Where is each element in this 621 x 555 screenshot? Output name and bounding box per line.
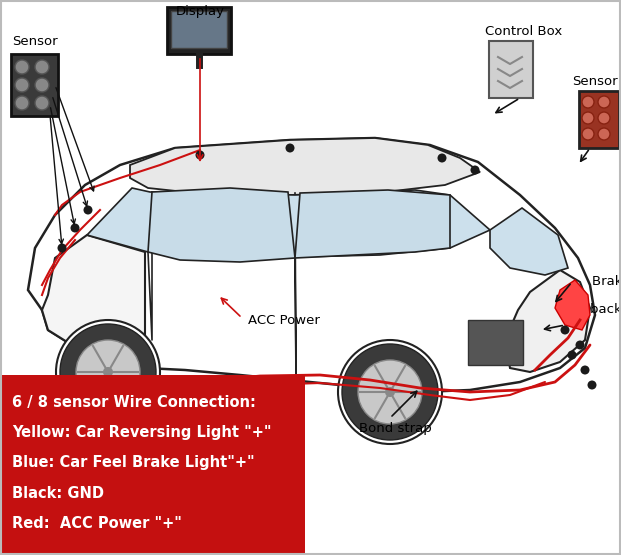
Text: Black: GND: Black: GND (12, 486, 104, 501)
FancyBboxPatch shape (11, 54, 58, 116)
Text: ACC Power: ACC Power (248, 314, 320, 326)
Polygon shape (505, 270, 590, 372)
Circle shape (35, 60, 49, 74)
Circle shape (35, 96, 49, 110)
Bar (0, 375, 305, 555)
FancyBboxPatch shape (489, 41, 533, 98)
Circle shape (598, 112, 610, 124)
Text: Red:  ACC Power "+": Red: ACC Power "+" (12, 516, 182, 531)
Circle shape (587, 381, 597, 390)
Circle shape (58, 244, 66, 253)
Text: Control Box: Control Box (485, 25, 562, 38)
Text: Sensor: Sensor (12, 35, 58, 48)
Polygon shape (87, 188, 490, 258)
Circle shape (286, 144, 294, 153)
Polygon shape (28, 138, 595, 392)
Circle shape (76, 340, 140, 404)
Polygon shape (148, 188, 295, 262)
Bar (468, 320, 523, 365)
Text: Blue: Car Feel Brake Light"+": Blue: Car Feel Brake Light"+" (12, 456, 255, 471)
Polygon shape (490, 208, 568, 275)
Text: 6 / 8 sensor Wire Connection:: 6 / 8 sensor Wire Connection: (12, 396, 256, 411)
Circle shape (385, 387, 395, 397)
Circle shape (15, 60, 29, 74)
Polygon shape (555, 280, 590, 330)
Text: Bond strap: Bond strap (358, 422, 432, 435)
Text: Brake light: Brake light (592, 275, 621, 289)
Circle shape (582, 112, 594, 124)
Circle shape (103, 367, 113, 377)
Circle shape (196, 150, 204, 159)
Circle shape (576, 341, 584, 350)
Circle shape (83, 205, 93, 214)
Circle shape (60, 324, 156, 420)
Circle shape (71, 224, 79, 233)
Circle shape (358, 360, 422, 424)
Circle shape (15, 96, 29, 110)
Polygon shape (130, 138, 480, 195)
Circle shape (56, 320, 160, 424)
Text: backup lamp: backup lamp (590, 304, 621, 316)
Circle shape (582, 96, 594, 108)
Circle shape (582, 128, 594, 140)
Circle shape (342, 344, 438, 440)
FancyBboxPatch shape (167, 7, 231, 54)
Bar (171, 11, 227, 48)
Polygon shape (42, 235, 145, 358)
Circle shape (581, 366, 589, 375)
Text: Sensor: Sensor (572, 75, 618, 88)
Text: Display: Display (176, 5, 225, 18)
Circle shape (15, 78, 29, 92)
Circle shape (598, 96, 610, 108)
Polygon shape (295, 190, 450, 258)
Circle shape (35, 78, 49, 92)
Circle shape (338, 340, 442, 444)
FancyBboxPatch shape (579, 91, 619, 148)
Circle shape (598, 128, 610, 140)
Circle shape (561, 325, 569, 335)
Text: Yellow: Car Reversing Light "+": Yellow: Car Reversing Light "+" (12, 426, 271, 441)
Circle shape (471, 165, 479, 174)
Circle shape (568, 351, 576, 360)
Circle shape (438, 154, 446, 163)
